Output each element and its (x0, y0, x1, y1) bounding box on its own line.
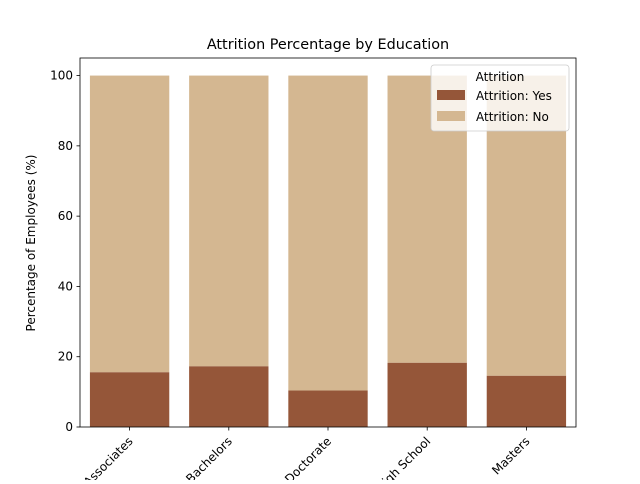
legend-title: Attrition (476, 70, 525, 84)
x-tick-label-1: Bachelors (183, 434, 235, 480)
legend-swatch-0 (437, 90, 465, 100)
legend-label-0: Attrition: Yes (476, 89, 552, 103)
bar-no-1 (189, 75, 269, 367)
x-tick-label-4: Masters (489, 434, 532, 477)
y-tick-label-0: 0 (65, 420, 73, 434)
bar-yes-2 (288, 390, 368, 427)
x-tick-label-3: High School (373, 434, 433, 480)
chart-title: Attrition Percentage by Education (207, 37, 449, 53)
legend-box (430, 64, 570, 132)
legend: Attrition Attrition: Yes Attrition: No (430, 64, 570, 132)
y-axis-label: Percentage of Employees (%) (24, 155, 38, 332)
x-tick-label-0: Associates (81, 434, 136, 480)
y-tick-label-2: 40 (58, 279, 73, 293)
y-tick-label-3: 60 (58, 209, 73, 223)
bar-yes-1 (189, 366, 269, 427)
plot-area: 0 20 40 60 80 100 Associates Bachelors Doctorate… (50, 57, 577, 480)
legend-swatch-1 (437, 111, 465, 121)
x-tick-label-2: Doctorate (282, 434, 334, 480)
y-tick-label-1: 20 (58, 350, 73, 364)
legend-label-1: Attrition: No (476, 110, 549, 124)
bar-no-2 (288, 75, 368, 391)
bar-no-0 (89, 75, 170, 373)
y-tick-label-5: 100 (50, 69, 73, 83)
bar-yes-4 (486, 375, 567, 427)
y-tick-label-4: 80 (58, 139, 73, 153)
bar-yes-3 (387, 362, 467, 427)
bar-yes-0 (89, 372, 170, 427)
